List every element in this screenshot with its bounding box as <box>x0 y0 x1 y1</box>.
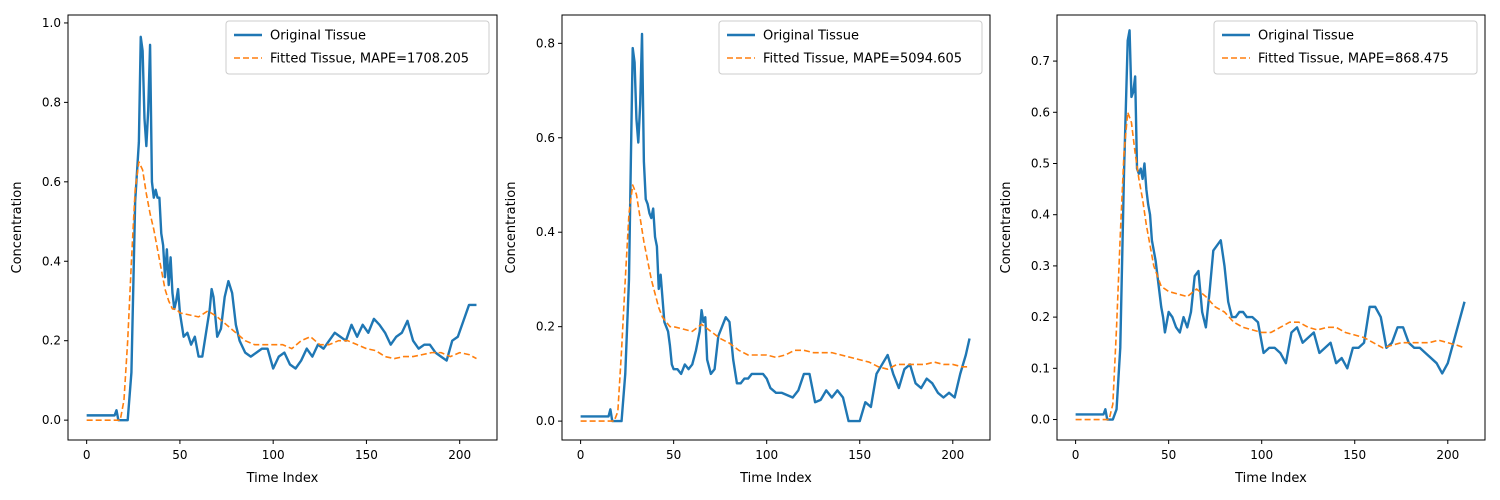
chart-panel-2: 0 50 100 150 200 0.0 0.2 0.4 0.6 0.8 Time Index Con… <box>504 14 991 486</box>
y-tick-label: 0.6 <box>536 131 555 145</box>
y-tick-label: 0.2 <box>1031 310 1050 324</box>
y-tick-label: 0.2 <box>536 320 555 334</box>
axes-frame <box>1056 14 1486 441</box>
x-tick-label: 100 <box>755 448 778 462</box>
fitted-tissue-line <box>86 161 477 421</box>
y-tick-label: 0.6 <box>42 175 61 189</box>
x-tick-label: 150 <box>355 448 378 462</box>
x-tick-label: 200 <box>1436 448 1459 462</box>
y-tick-label: 1.0 <box>42 16 61 30</box>
y-tick-label: 0.2 <box>42 334 61 348</box>
legend: Original Tissue Fitted Tissue, MAPE=868.4… <box>1213 20 1478 75</box>
legend-label: Original Tissue <box>270 29 366 44</box>
x-tick-label: 100 <box>262 448 285 462</box>
axes-frame <box>561 14 991 441</box>
x-tick-label: 200 <box>941 448 964 462</box>
original-tissue-line <box>86 35 477 422</box>
y-tick-label: 0.0 <box>1031 413 1050 427</box>
x-tick-label: 50 <box>172 448 187 462</box>
legend-label: Original Tissue <box>763 29 859 44</box>
legend-label: Fitted Tissue, MAPE=1708.205 <box>270 52 469 67</box>
legend-box <box>1213 20 1478 75</box>
axes-frame <box>67 14 498 441</box>
chart-panel-3: 0 50 100 150 200 0.0 0.1 0.2 0.3 0.4 0.5 0.6 0.7 Time… <box>999 14 1486 486</box>
y-axis-label: Concentration <box>999 182 1014 274</box>
y-tick-label: 0.8 <box>536 36 555 50</box>
y-tick-label: 0.3 <box>1031 259 1050 273</box>
y-axis-label: Concentration <box>504 182 519 274</box>
x-tick-label: 100 <box>1250 448 1273 462</box>
x-tick-label: 0 <box>577 448 585 462</box>
y-tick-label: 0.1 <box>1031 361 1050 375</box>
y-tick-label: 0.6 <box>1031 105 1050 119</box>
x-axis-label: Time Index <box>246 471 319 486</box>
legend-box <box>225 20 490 75</box>
legend-box <box>718 20 983 75</box>
x-tick-label: 0 <box>83 448 91 462</box>
original-tissue-line <box>1075 29 1466 421</box>
y-tick-label: 0.0 <box>42 413 61 427</box>
fitted-tissue-line <box>580 184 970 422</box>
y-tick-label: 0.0 <box>536 414 555 428</box>
original-tissue-line <box>580 32 971 423</box>
y-tick-label: 0.7 <box>1031 54 1050 68</box>
legend: Original Tissue Fitted Tissue, MAPE=5094.… <box>718 20 983 75</box>
x-tick-label: 0 <box>1072 448 1080 462</box>
y-tick-label: 0.8 <box>42 95 61 109</box>
y-tick-label: 0.4 <box>1031 208 1050 222</box>
x-tick-label: 200 <box>448 448 471 462</box>
y-tick-label: 0.4 <box>42 254 61 268</box>
y-axis-label: Concentration <box>10 182 25 274</box>
x-tick-label: 150 <box>848 448 871 462</box>
legend-label: Fitted Tissue, MAPE=868.475 <box>1258 52 1449 67</box>
x-tick-label: 150 <box>1343 448 1366 462</box>
x-tick-label: 50 <box>1161 448 1176 462</box>
x-axis-label: Time Index <box>1234 471 1307 486</box>
legend-label: Original Tissue <box>1258 29 1354 44</box>
x-tick-label: 50 <box>666 448 681 462</box>
y-tick-label: 0.4 <box>536 225 555 239</box>
fitted-tissue-line <box>1075 111 1465 421</box>
y-tick-label: 0.5 <box>1031 156 1050 170</box>
legend: Original Tissue Fitted Tissue, MAPE=1708.… <box>225 20 490 75</box>
x-axis-label: Time Index <box>739 471 812 486</box>
chart-panel-1: 0 50 100 150 200 0.0 0.2 0.4 0.6 0.8 1.0 Time Index… <box>10 14 498 486</box>
legend-label: Fitted Tissue, MAPE=5094.605 <box>763 52 962 67</box>
